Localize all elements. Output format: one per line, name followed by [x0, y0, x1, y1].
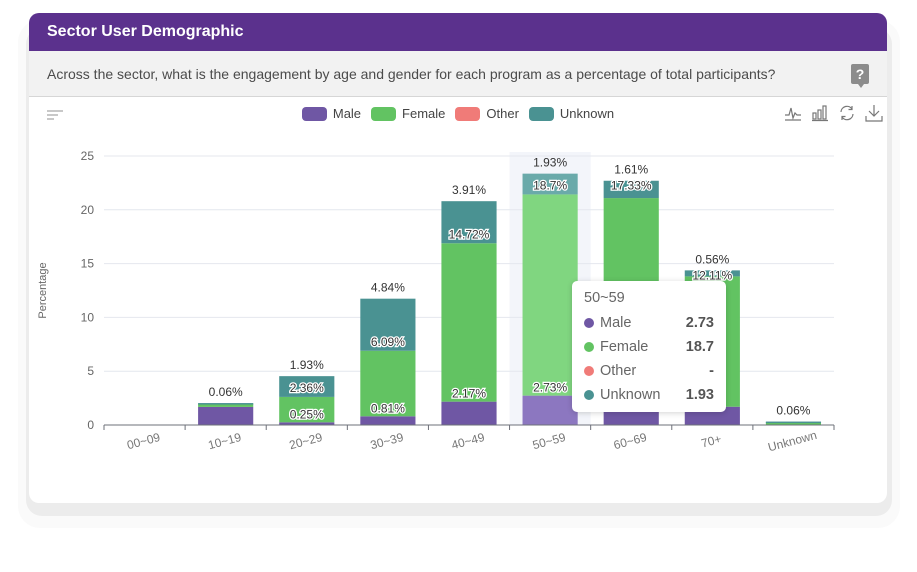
tooltip-series-value: 2.73 — [685, 315, 714, 331]
y-tick-label: 20 — [81, 203, 95, 217]
refresh-icon[interactable] — [838, 104, 856, 122]
stacked-bar-chart: 0 5 10 15 20 25 Percentage 0.06% 0.25% 2.36% 1.93%… — [37, 149, 835, 454]
demographic-card: Sector User Demographic Across the secto… — [29, 13, 887, 503]
chart-tooltip: 50~59 Male 2.73 Female 18.7 Other - Unkn… — [572, 281, 726, 412]
legend-swatch-other — [455, 106, 481, 121]
data-label: 18.7% — [533, 178, 567, 192]
x-tick-label: 60~69 — [612, 430, 648, 452]
sort-icon[interactable] — [47, 110, 63, 122]
bar-segment-female — [522, 194, 578, 396]
tooltip-series-name: Female — [600, 339, 649, 355]
bar-segment-male — [279, 422, 335, 425]
chart-tools — [784, 104, 883, 122]
x-tick-label: 50~59 — [531, 430, 567, 452]
tooltip-series-name: Male — [600, 315, 632, 331]
bar-segment-female — [279, 396, 335, 423]
unknown-dot-icon — [584, 390, 594, 400]
bar-segment-unknown — [279, 376, 335, 397]
card-title: Sector User Demographic — [47, 23, 244, 40]
bar-segment-male — [522, 395, 578, 425]
data-label: 0.81% — [371, 401, 405, 415]
bar-segment-unknown — [360, 298, 416, 351]
bar-segment-unknown — [522, 173, 578, 195]
bar-segment-female — [765, 422, 822, 425]
tooltip-series-value: 18.7 — [685, 339, 714, 355]
bar-segment-male — [360, 416, 416, 425]
x-tick-label: 40~49 — [450, 430, 486, 452]
data-label: 14.72% — [449, 227, 490, 241]
tooltip-row-male: Male 2.73 — [584, 311, 714, 335]
line-chart-icon[interactable] — [784, 104, 802, 122]
bar-segment-unknown — [441, 201, 497, 244]
bar-segment-male — [198, 406, 254, 425]
x-tick-label: 00~09 — [125, 430, 161, 452]
data-label: 0.25% — [290, 407, 324, 421]
other-dot-icon — [584, 366, 594, 376]
legend-item-female[interactable]: Female — [371, 106, 445, 121]
x-tick-label: 30~39 — [369, 430, 405, 452]
x-tick-label: 10~19 — [207, 430, 243, 452]
legend-label: Male — [332, 106, 362, 121]
bar-segment-female — [360, 350, 416, 417]
bar-segment-unknown — [765, 421, 822, 424]
data-label: 3.91% — [452, 183, 486, 197]
tooltip-series-name: Other — [600, 363, 637, 379]
y-axis-label: Percentage — [37, 262, 49, 318]
legend-swatch-unknown — [528, 106, 554, 121]
question-text: Across the sector, what is the engagemen… — [47, 65, 776, 82]
data-label: 0.06% — [776, 404, 810, 418]
tooltip-title: 50~59 — [584, 290, 625, 306]
help-icon[interactable]: ? — [851, 63, 869, 88]
legend-swatch-female — [371, 106, 397, 121]
bar-segment-unknown — [603, 180, 659, 199]
data-label: 2.36% — [290, 381, 324, 395]
tooltip-series-value: - — [709, 363, 714, 379]
bar-segment-female — [441, 243, 497, 402]
female-dot-icon — [584, 342, 594, 352]
data-label: 2.73% — [533, 381, 567, 395]
x-tick-label: Unknown — [766, 428, 818, 454]
data-label: 2.17% — [452, 387, 486, 401]
legend-label: Female — [402, 106, 446, 121]
legend-swatch-male — [301, 106, 327, 121]
data-label: 6.09% — [371, 335, 405, 349]
legend-item-male[interactable]: Male — [301, 106, 362, 121]
tooltip-row-other: Other - — [584, 359, 714, 383]
legend-label: Unknown — [559, 106, 615, 121]
x-tick-label: 70+ — [700, 432, 723, 451]
y-tick-label: 5 — [87, 364, 94, 378]
male-dot-icon — [584, 318, 594, 328]
bar-segment-female — [198, 403, 254, 407]
bar-segment-unknown — [684, 270, 740, 277]
data-label: 17.33% — [611, 179, 652, 193]
data-label: 1.93% — [290, 358, 324, 372]
data-label: 1.93% — [533, 156, 567, 170]
tooltip-series-name: Unknown — [600, 387, 661, 403]
bar-segment-unknown — [198, 403, 254, 405]
chart-legend: Male Female Other Unknown — [29, 106, 887, 121]
chart-toolbar: Male Female Other Unknown — [29, 96, 887, 132]
y-tick-label: 15 — [81, 257, 95, 271]
data-label: 12.11% — [692, 268, 732, 282]
legend-label: Other — [486, 106, 519, 121]
legend-item-unknown[interactable]: Unknown — [528, 106, 615, 121]
y-tick-label: 0 — [87, 418, 94, 432]
x-tick-label: 20~29 — [288, 430, 324, 452]
data-label: 0.56% — [695, 252, 729, 266]
bar-segment-male — [441, 401, 497, 425]
question-bar: Across the sector, what is the engagemen… — [29, 51, 887, 97]
download-icon[interactable] — [865, 104, 883, 122]
tooltip-row-unknown: Unknown 1.93 — [584, 383, 714, 407]
data-label: 0.06% — [209, 385, 243, 399]
y-tick-label: 25 — [81, 149, 95, 163]
y-tick-label: 10 — [81, 310, 95, 324]
legend-item-other[interactable]: Other — [455, 106, 519, 121]
data-label: 1.61% — [614, 163, 648, 177]
tooltip-series-value: 1.93 — [685, 387, 714, 403]
data-label: 4.84% — [371, 281, 405, 295]
bar-chart-icon[interactable] — [811, 104, 829, 122]
tooltip-row-female: Female 18.7 — [584, 335, 714, 359]
card-header: Sector User Demographic — [29, 13, 887, 51]
